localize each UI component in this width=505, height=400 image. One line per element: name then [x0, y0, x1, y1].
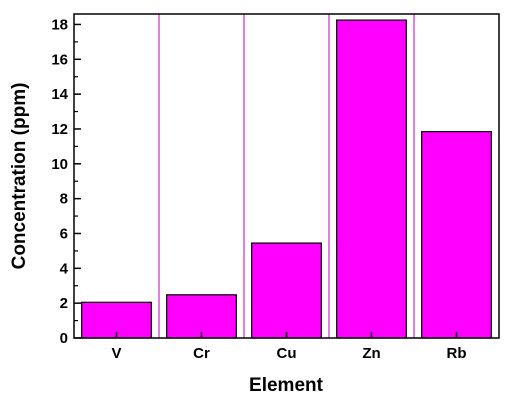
x-axis-ticks: V Cr Cu Zn Rb: [111, 332, 467, 362]
y-axis-ticks: 0 2 4 6 8 10 12 14 16 18: [51, 16, 81, 347]
x-axis-title: Element: [249, 375, 324, 396]
y-tick-label: 0: [60, 330, 68, 347]
y-tick-label: 2: [60, 295, 68, 312]
bar-rb: [421, 130, 492, 339]
x-tick-label: Zn: [362, 345, 380, 362]
y-axis-title: Concentration (ppm): [9, 83, 30, 270]
x-tick-label: Cr: [193, 345, 210, 362]
y-tick-label: 4: [60, 260, 69, 277]
x-tick-label: Cu: [277, 345, 297, 362]
y-tick-label: 12: [51, 121, 68, 138]
y-tick-label: 6: [60, 225, 68, 242]
y-tick-label: 14: [51, 86, 68, 103]
bars: [81, 19, 492, 339]
x-tick-label: V: [111, 345, 121, 362]
bar-zn: [336, 19, 407, 339]
y-tick-label: 18: [51, 16, 68, 33]
x-tick-label: Rb: [447, 345, 467, 362]
bar-cu: [251, 242, 322, 339]
category-separators: [158, 14, 415, 338]
y-tick-label: 10: [51, 156, 68, 173]
y-tick-label: 16: [51, 51, 68, 68]
y-tick-label: 8: [60, 191, 68, 208]
bar-cr: [166, 294, 237, 339]
